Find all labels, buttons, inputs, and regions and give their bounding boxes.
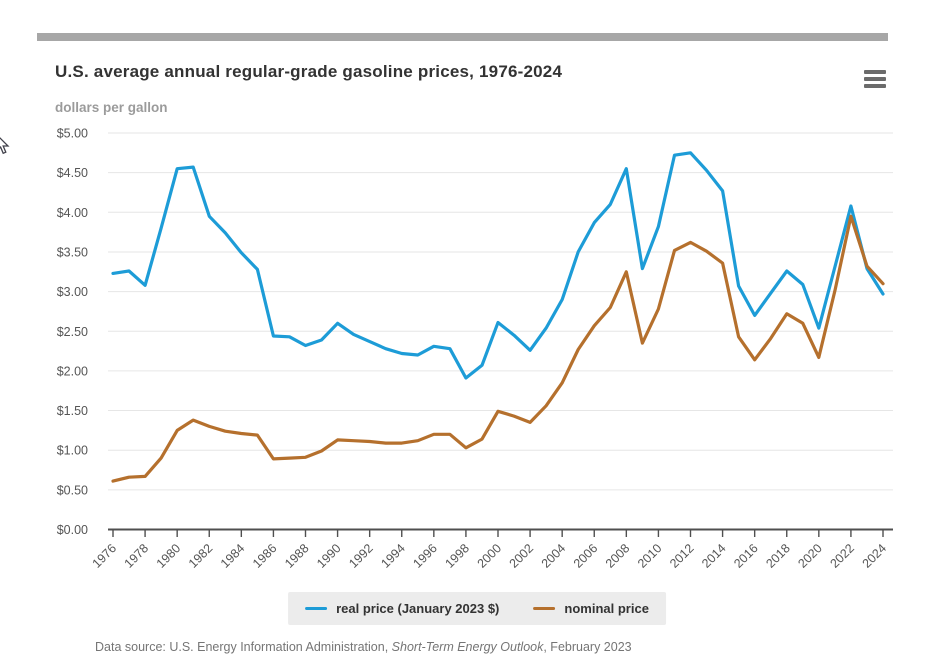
svg-text:$1.50: $1.50 — [57, 404, 88, 418]
svg-text:2004: 2004 — [539, 541, 569, 571]
real-price-line-swatch — [305, 606, 328, 611]
svg-text:1976: 1976 — [90, 541, 120, 571]
hamburger-menu-icon[interactable] — [864, 70, 886, 88]
svg-text:1982: 1982 — [186, 541, 216, 571]
mouse-cursor-icon — [0, 137, 10, 155]
svg-text:2008: 2008 — [603, 541, 633, 571]
svg-text:2010: 2010 — [635, 541, 665, 571]
legend-label-nominal-price: nominal price — [564, 601, 649, 616]
x-axis: 1976 1978 1980 1982 1984 1986 1988 1990 1992 1994… — [90, 528, 893, 571]
svg-text:2002: 2002 — [507, 541, 537, 571]
svg-text:2024: 2024 — [860, 541, 890, 571]
svg-text:1986: 1986 — [250, 541, 280, 571]
svg-text:1988: 1988 — [282, 541, 312, 571]
svg-text:2006: 2006 — [571, 541, 601, 571]
svg-text:$0.50: $0.50 — [57, 483, 88, 497]
svg-text:1990: 1990 — [314, 541, 344, 571]
data-source-suffix: , February 2023 — [543, 640, 632, 654]
series-line-nominal-price — [111, 214, 885, 483]
svg-text:$3.00: $3.00 — [57, 285, 88, 299]
chart-legend: real price (January 2023 $) nominal pric… — [288, 592, 666, 625]
svg-text:2000: 2000 — [475, 541, 505, 571]
svg-text:2012: 2012 — [667, 541, 697, 571]
svg-text:$4.50: $4.50 — [57, 166, 88, 180]
svg-text:1992: 1992 — [346, 541, 376, 571]
svg-text:2020: 2020 — [795, 541, 825, 571]
svg-text:2014: 2014 — [699, 541, 729, 571]
svg-text:$3.50: $3.50 — [57, 245, 88, 259]
svg-text:1998: 1998 — [442, 541, 472, 571]
svg-text:$0.00: $0.00 — [57, 523, 88, 537]
data-source-note: Data source: U.S. Energy Information Adm… — [95, 640, 632, 654]
nominal-price-line-swatch — [533, 606, 556, 611]
svg-text:2022: 2022 — [827, 541, 857, 571]
svg-text:$1.00: $1.00 — [57, 444, 88, 458]
gridlines — [108, 132, 893, 491]
svg-text:$5.00: $5.00 — [57, 127, 88, 141]
svg-text:2016: 2016 — [731, 541, 761, 571]
svg-text:1978: 1978 — [122, 541, 152, 571]
svg-text:$4.00: $4.00 — [57, 206, 88, 220]
svg-text:1996: 1996 — [410, 541, 440, 571]
data-source-prefix: Data source: U.S. Energy Information Adm… — [95, 640, 392, 654]
hamburger-bar — [864, 84, 886, 88]
chart-title: U.S. average annual regular-grade gasoli… — [55, 62, 563, 81]
svg-text:1984: 1984 — [218, 541, 248, 571]
svg-text:1994: 1994 — [378, 541, 408, 571]
data-source-publication: Short-Term Energy Outlook — [391, 640, 544, 654]
hamburger-bar — [864, 77, 886, 81]
top-divider-bar — [37, 33, 888, 41]
series-line-real-price — [111, 151, 885, 380]
svg-text:$2.00: $2.00 — [57, 364, 88, 378]
svg-text:$2.50: $2.50 — [57, 325, 88, 339]
chart-units-subtitle: dollars per gallon — [55, 100, 168, 115]
legend-label-real-price: real price (January 2023 $) — [336, 601, 500, 616]
legend-item-nominal-price[interactable]: nominal price — [533, 601, 649, 616]
hamburger-bar — [864, 70, 886, 74]
svg-text:2018: 2018 — [763, 541, 793, 571]
y-axis-labels: $0.00 $0.50 $1.00 $1.50 $2.00 $2.50 $3.00 $3.50… — [57, 127, 88, 538]
svg-text:1980: 1980 — [154, 541, 184, 571]
legend-item-real-price[interactable]: real price (January 2023 $) — [305, 601, 499, 616]
